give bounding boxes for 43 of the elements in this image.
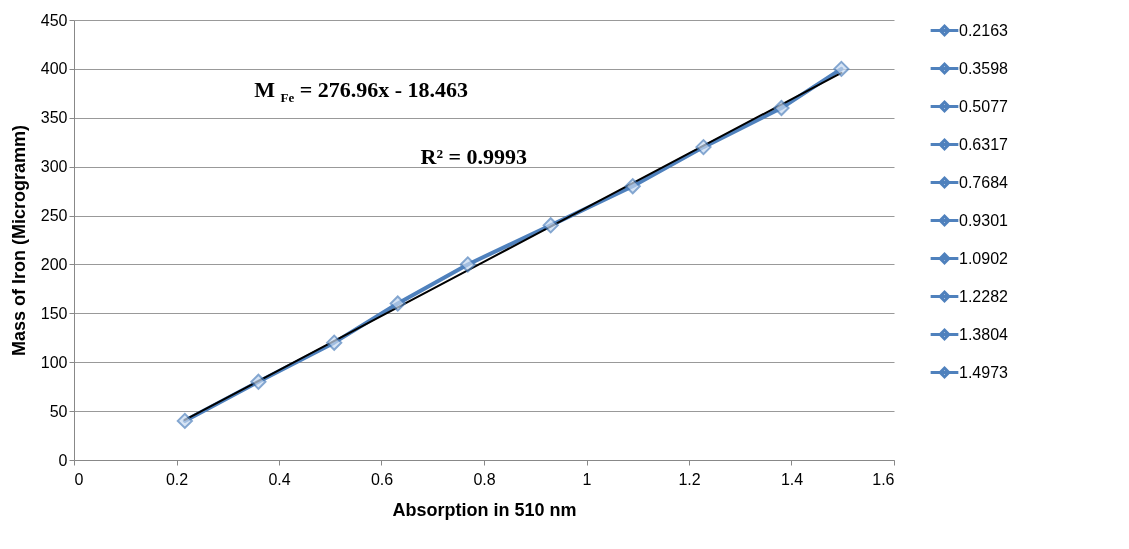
x-tick-label: 1.2 <box>678 470 701 488</box>
x-tick-label: 0 <box>74 470 84 488</box>
point <box>542 217 559 234</box>
y-tick-label: 350 <box>40 109 68 127</box>
x-tick-label: 0.2 <box>165 470 189 488</box>
x-axis-title: Absorption in 510 nm <box>392 499 577 520</box>
legend-label: 1.4973 <box>959 363 1009 381</box>
point <box>176 412 193 429</box>
x-tick-label: 0.4 <box>268 470 291 488</box>
point <box>624 178 641 195</box>
point <box>773 99 790 117</box>
legend-label: 1.3804 <box>959 325 1009 343</box>
legend-label: 0.9301 <box>959 211 1009 229</box>
point <box>389 295 406 312</box>
x-tick-label: 1 <box>582 470 592 488</box>
x-tick-label: 1.6 <box>872 470 895 488</box>
legend-label: 1.2282 <box>959 287 1009 305</box>
y-tick-label: 450 <box>40 11 68 29</box>
y-tick-label: 50 <box>49 402 68 420</box>
y-tick-label: 300 <box>40 158 68 176</box>
point <box>459 256 476 273</box>
legend-label: 0.7684 <box>959 173 1009 191</box>
y-tick-label: 0 <box>58 451 68 469</box>
y-tick-label: 400 <box>40 60 68 78</box>
y-tick-label: 200 <box>40 255 68 273</box>
y-tick-label: 250 <box>40 207 68 225</box>
point <box>250 373 267 390</box>
point <box>326 334 343 351</box>
legend-label: 0.5077 <box>959 97 1009 115</box>
x-tick-label: 0.8 <box>473 470 496 488</box>
annotation: R² = 0.9993 <box>420 143 528 170</box>
x-tick-label: 0.6 <box>370 470 394 488</box>
x-tick-label: 1.4 <box>780 470 804 488</box>
point <box>833 60 850 77</box>
annotation: M $_{Fe}$ = 276.96x - 18.463 <box>254 76 469 106</box>
y-tick-label: 100 <box>40 353 68 371</box>
y-tick-label: 150 <box>40 304 68 322</box>
legend-label: 1.0902 <box>959 249 1009 267</box>
legend-label: 0.6317 <box>959 135 1009 153</box>
y-axis-title: Mass of Iron (Microgramm) <box>8 124 29 357</box>
legend-label: 0.2163 <box>959 21 1009 39</box>
point <box>695 139 712 156</box>
legend-label: 0.3598 <box>959 59 1009 77</box>
